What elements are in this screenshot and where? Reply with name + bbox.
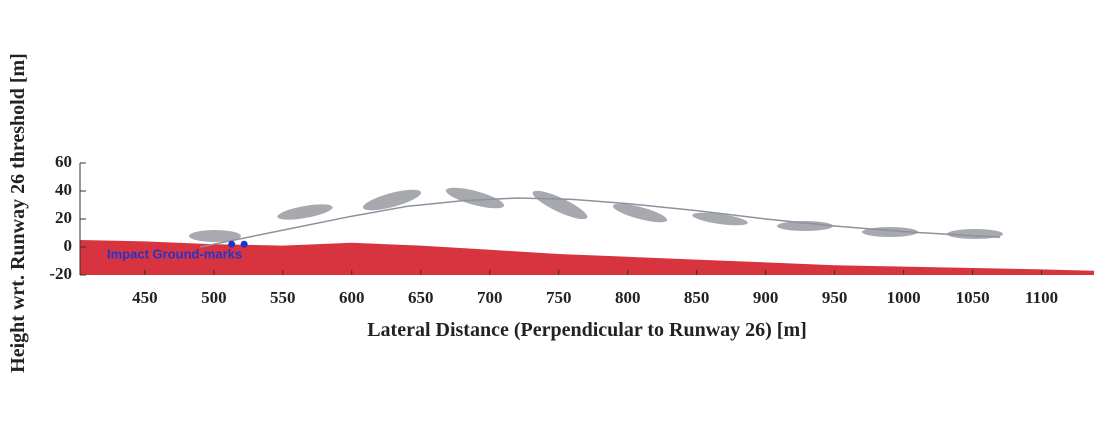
y-tick-label: -20: [49, 264, 72, 283]
x-tick-label: 850: [684, 288, 710, 307]
x-tick-label: 900: [753, 288, 779, 307]
x-tick-label: 600: [339, 288, 365, 307]
x-tick-label: 1100: [1025, 288, 1058, 307]
x-tick-label: 500: [201, 288, 227, 307]
y-tick-label: 20: [55, 208, 72, 227]
y-tick-label: 0: [64, 236, 73, 255]
y-tick-label: 40: [55, 180, 72, 199]
x-tick-label: 800: [615, 288, 641, 307]
x-tick-label: 550: [270, 288, 296, 307]
x-tick-label: 1000: [887, 288, 921, 307]
x-tick-label: 450: [132, 288, 158, 307]
y-axis-label: Height wrt. Runway 26 threshold [m]: [7, 53, 29, 373]
aircraft-silhouettes: [189, 183, 1003, 242]
chart: Height wrt. Runway 26 threshold [m] Late…: [0, 0, 1095, 426]
x-tick-label: 950: [822, 288, 848, 307]
annotation: Impact Ground-marks: [107, 246, 242, 261]
x-tick-label: 700: [477, 288, 503, 307]
x-tick-label: 1050: [956, 288, 990, 307]
x-tick-label: 750: [546, 288, 572, 307]
x-axis-label: Lateral Distance (Perpendicular to Runwa…: [367, 319, 807, 341]
y-tick-label: 60: [55, 152, 72, 171]
x-tick-label: 650: [408, 288, 434, 307]
